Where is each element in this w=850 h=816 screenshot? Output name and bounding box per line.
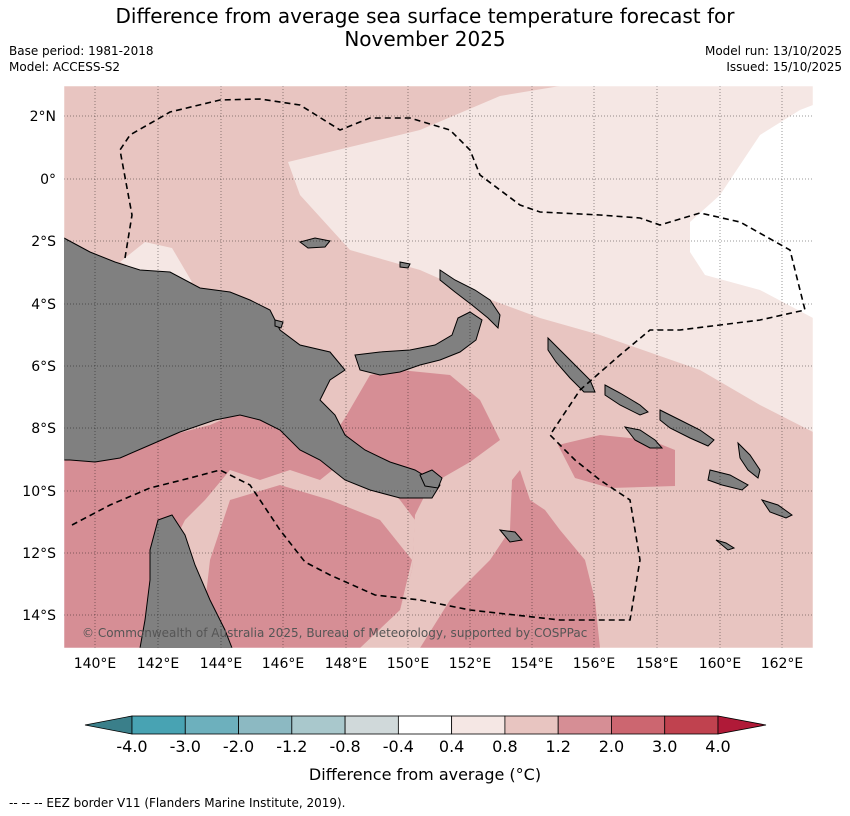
colorbar-tick-label: 4.0 <box>705 737 730 756</box>
lat-tick-label: 2°S <box>31 234 56 250</box>
lat-tick-label: 10°S <box>22 484 56 500</box>
lat-tick-label: 12°S <box>22 546 56 562</box>
guadalcanal-island <box>623 426 664 449</box>
colorbar-tick-label: -2.0 <box>223 737 254 756</box>
longitude-tick-labels: 140°E 142°E 144°E 146°E 148°E 150°E 152°… <box>74 656 804 672</box>
lon-tick-label: 148°E <box>325 656 368 672</box>
map-title-line-2: November 2025 <box>344 27 506 51</box>
base-period: Base period: 1981-2018 <box>9 44 154 58</box>
colorbar-arrow-max <box>717 715 767 735</box>
colorbar-tick-label: -4.0 <box>116 737 147 756</box>
colorbar-swatch <box>397 715 453 735</box>
eez-border-png <box>71 98 806 621</box>
colorbar-swatch <box>184 715 239 735</box>
colorbar-tick-label: 2.0 <box>599 737 624 756</box>
lon-tick-label: 142°E <box>137 656 180 672</box>
lat-tick-label: 2°N <box>30 109 56 125</box>
copyright-text: © Commonwealth of Australia 2025, Bureau… <box>82 626 587 640</box>
colorbar-tick-label: -0.8 <box>329 737 360 756</box>
colorbar-tick-label: -1.2 <box>276 737 307 756</box>
colorbar-tick-label: 1.2 <box>545 737 570 756</box>
colorbar-axis-label: Difference from average (°C) <box>309 765 541 784</box>
colorbar-tick-label: -0.4 <box>383 737 414 756</box>
anomaly-band-1.2-2.0-solomons <box>558 435 675 488</box>
lon-tick-label: 162°E <box>761 656 804 672</box>
colorbar-tick-label: 0.4 <box>439 737 464 756</box>
lat-tick-label: 8°S <box>31 421 56 437</box>
lon-tick-label: 156°E <box>573 656 616 672</box>
makira-island <box>707 469 749 491</box>
colorbar-swatch <box>451 715 506 735</box>
new-britain-island <box>354 311 483 376</box>
issued-date: Issued: 15/10/2025 <box>726 60 842 74</box>
model-name: Model: ACCESS-S2 <box>9 60 121 74</box>
malaita-island <box>737 441 761 479</box>
lon-tick-label: 140°E <box>74 656 117 672</box>
choiseul-island <box>604 384 649 416</box>
dentrecasteaux-islands <box>419 469 443 489</box>
colorbar-swatch <box>238 715 293 735</box>
lon-tick-label: 146°E <box>262 656 305 672</box>
latitude-tick-labels: 2°N 0° 2°S 4°S 6°S 8°S 10°S 12°S 14°S <box>22 109 56 624</box>
lon-tick-label: 154°E <box>511 656 554 672</box>
anomaly-band-0.4-0.8-west <box>120 242 192 282</box>
rennell-island <box>760 499 793 519</box>
map-title-line-1: Difference from average sea surface temp… <box>115 4 735 28</box>
lon-tick-label: 150°E <box>387 656 430 672</box>
eez-borders <box>71 98 806 621</box>
graticule <box>64 86 813 648</box>
lon-tick-label: 160°E <box>699 656 742 672</box>
santa-isabel-island <box>659 409 715 447</box>
colorbar-swatch <box>611 715 666 735</box>
colorbar-swatch <box>504 715 559 735</box>
anomaly-band-0.4-0.8-north <box>288 86 813 432</box>
colorbar-tick-label: -3.0 <box>170 737 201 756</box>
louisiade-islands <box>498 529 523 543</box>
colorbar <box>84 715 767 735</box>
small-island-2 <box>274 319 284 329</box>
lat-tick-label: 14°S <box>22 608 56 624</box>
lat-tick-label: 0° <box>40 172 56 188</box>
colorbar-tick-label: 0.8 <box>492 737 517 756</box>
colorbar-labels: -4.0 -3.0 -2.0 -1.2 -0.8 -0.4 0.4 0.8 1.2 2.0 3.0 4… <box>116 737 730 756</box>
small-island-3 <box>399 261 411 269</box>
anomaly-band-1.2-2.0-gulf <box>200 485 412 648</box>
lon-tick-label: 158°E <box>636 656 679 672</box>
small-island-1 <box>715 539 736 551</box>
model-run-date: Model run: 13/10/2025 <box>704 44 842 58</box>
colorbar-swatch <box>664 715 719 735</box>
anomaly-band-1.2-2.0-east <box>420 470 600 648</box>
manus-island <box>298 237 331 249</box>
colorbar-tick-label: 3.0 <box>652 737 677 756</box>
colorbar-swatch <box>557 715 612 735</box>
colorbar-swatch <box>131 715 186 735</box>
lat-tick-label: 6°S <box>31 359 56 375</box>
colorbar-arrow-min <box>84 715 133 735</box>
bougainville-island <box>547 336 596 393</box>
lat-tick-label: 4°S <box>31 297 56 313</box>
lon-tick-label: 144°E <box>200 656 243 672</box>
colorbar-swatch <box>344 715 399 735</box>
anomaly-field <box>64 86 813 648</box>
colorbar-swatch <box>291 715 346 735</box>
eez-legend-footnote: -- -- -- EEZ border V11 (Flanders Marine… <box>9 796 346 810</box>
lon-tick-label: 152°E <box>449 656 492 672</box>
